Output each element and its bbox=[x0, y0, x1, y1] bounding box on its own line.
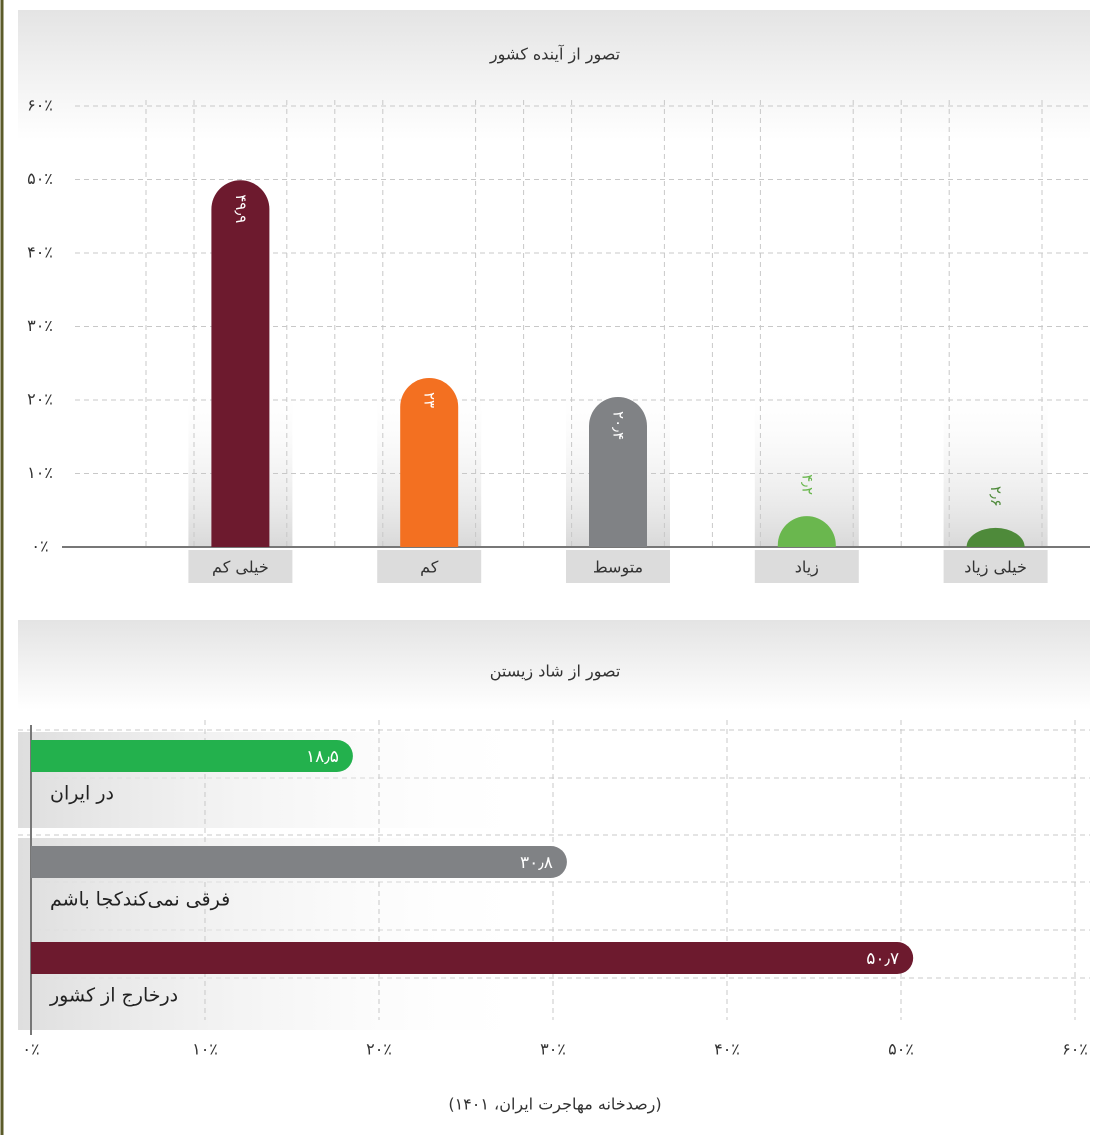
value-label: ۱۸٫۵ bbox=[306, 747, 339, 767]
value-label: ۴٫۲ bbox=[798, 474, 816, 495]
x-tick-label: ۶۰٪ bbox=[1062, 1040, 1088, 1059]
x-tick-label: ۵۰٪ bbox=[888, 1040, 914, 1059]
y-tick-label: ۱۰٪ bbox=[27, 463, 53, 482]
y-tick-label: ۵۰٪ bbox=[27, 169, 53, 188]
x-label-background bbox=[754, 550, 859, 583]
bar bbox=[966, 527, 1025, 547]
bar bbox=[31, 740, 353, 772]
x-tick-label: خیلی کم bbox=[212, 558, 269, 577]
y-tick-label: ۳۰٪ bbox=[27, 316, 53, 335]
y-tick-label: ۲۰٪ bbox=[27, 390, 53, 409]
y-tick-label: ۶۰٪ bbox=[27, 96, 53, 115]
category-label: فرقی نمی‌کندکجا باشم bbox=[50, 889, 230, 911]
column-background bbox=[943, 380, 1048, 547]
value-label: ۴۹٫۹ bbox=[232, 194, 250, 223]
x-tick-label: کم bbox=[420, 558, 439, 577]
value-label: ۳۰٫۸ bbox=[520, 853, 553, 873]
x-label-background bbox=[566, 550, 670, 583]
x-tick-label: متوسط bbox=[593, 558, 643, 578]
panel-background bbox=[18, 10, 1090, 140]
x-label-background bbox=[943, 550, 1048, 583]
value-label: ۵۰٫۷ bbox=[866, 949, 899, 969]
category-label: درخارج از کشور bbox=[49, 985, 178, 1007]
bar bbox=[777, 516, 836, 547]
y-tick-label: ۰٪ bbox=[31, 537, 48, 556]
x-tick-label: ۱۰٪ bbox=[192, 1040, 218, 1059]
x-tick-label: خیلی زیاد bbox=[964, 558, 1027, 578]
panel-background bbox=[18, 620, 1090, 710]
x-tick-label: ۴۰٪ bbox=[714, 1040, 740, 1059]
x-tick-label: زیاد bbox=[795, 558, 819, 578]
x-label-background bbox=[188, 550, 293, 583]
chart-title: تصور از شاد زیستن bbox=[490, 662, 621, 682]
bar bbox=[589, 397, 647, 547]
value-label: ۲۰٫۴ bbox=[610, 411, 628, 440]
x-tick-label: ۳۰٪ bbox=[540, 1040, 566, 1059]
category-label: در ایران bbox=[50, 783, 114, 805]
bar bbox=[31, 942, 914, 974]
value-label: ۲٫۶ bbox=[987, 486, 1005, 507]
value-label: ۲۳ bbox=[421, 392, 439, 408]
x-tick-label: ۰٪ bbox=[22, 1040, 39, 1059]
bar bbox=[211, 180, 270, 548]
x-label-background bbox=[377, 550, 482, 583]
chart-title: تصور از آینده کشور bbox=[489, 45, 620, 65]
bar bbox=[400, 377, 459, 547]
source: (رصدخانه مهاجرت ایران، ۱۴۰۱) bbox=[448, 1095, 661, 1115]
bar bbox=[31, 846, 567, 878]
y-tick-label: ۴۰٪ bbox=[27, 243, 53, 262]
x-tick-label: ۲۰٪ bbox=[366, 1040, 392, 1059]
